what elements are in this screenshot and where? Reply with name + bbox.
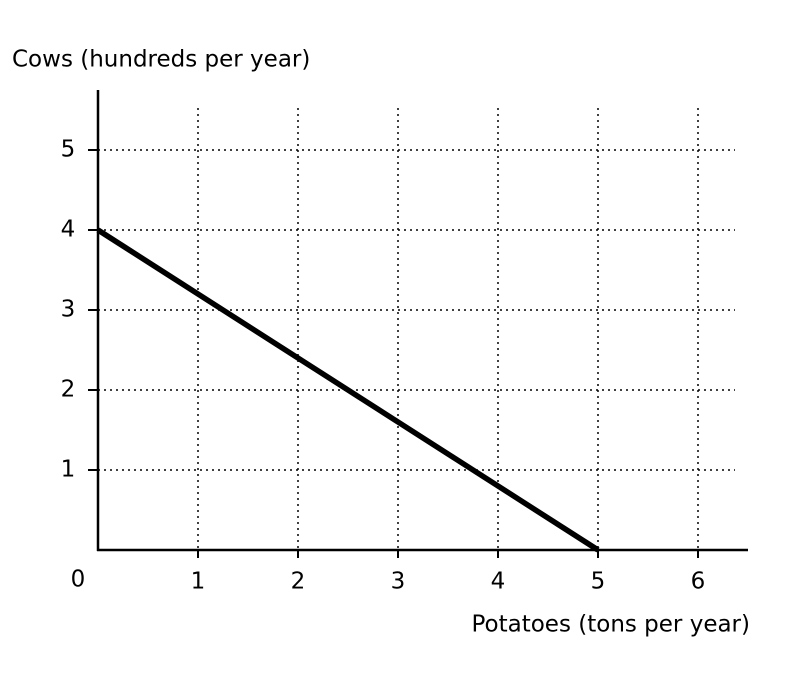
x-tick-label: 5 [591,569,606,595]
x-axis-label: Potatoes (tons per year) [471,612,750,638]
x-tick-label: 2 [291,569,306,595]
x-tick-label: 1 [191,569,206,595]
y-tick-label: 4 [61,217,76,243]
origin-label: 0 [71,567,86,593]
y-tick-label: 1 [61,457,76,483]
y-tick-label: 2 [61,377,76,403]
x-tick-label: 3 [391,569,406,595]
y-tick-label: 3 [61,297,76,323]
data-line [96,227,600,553]
y-axis-label: Cows (hundreds per year) [12,47,310,73]
x-tick-label: 6 [691,569,706,595]
y-tick-label: 5 [61,137,76,163]
x-tick-label: 4 [491,569,506,595]
